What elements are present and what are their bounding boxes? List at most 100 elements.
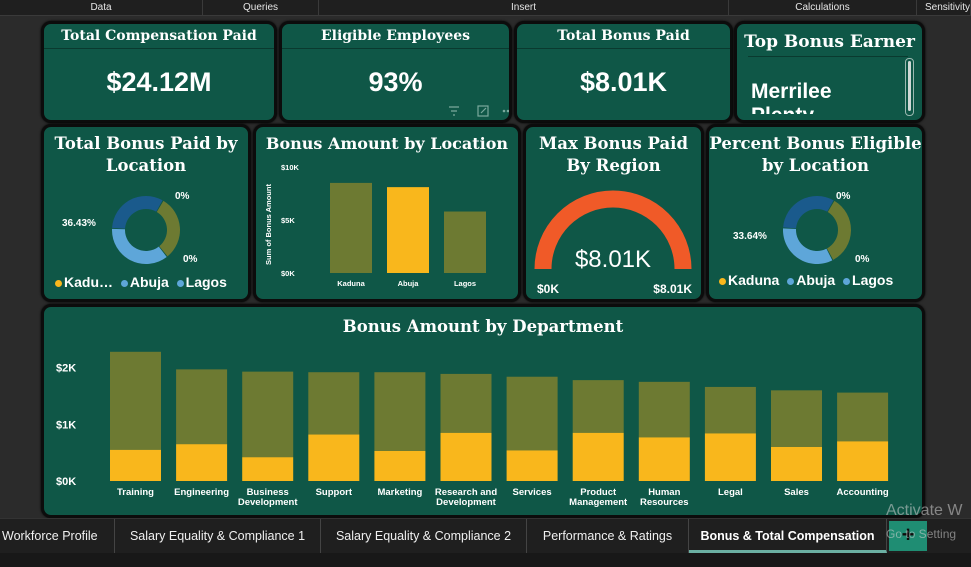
tab-salary-equality-1[interactable]: Salary Equality & Compliance 1 <box>115 519 321 553</box>
bar-segment-olive[interactable] <box>771 390 822 447</box>
donut-slice-kaduna[interactable] <box>827 200 851 260</box>
kpi-value: $24.12M <box>106 67 212 97</box>
percent-bonus-eligible-card[interactable]: Percent Bonus Eligible by Location 33.64… <box>706 124 925 302</box>
bar-segment-yellow[interactable] <box>837 441 889 481</box>
bar-lagos[interactable] <box>444 211 486 273</box>
kpi-total-compensation-card[interactable]: Total Compensation Paid $24.12M <box>41 21 277 123</box>
kpi-value: 93% <box>368 67 423 97</box>
tab-salary-equality-2[interactable]: Salary Equality & Compliance 2 <box>321 519 527 553</box>
kpi-title: Total Bonus Paid <box>517 24 730 49</box>
top-earner-name-overflow: Plenty <box>751 104 814 114</box>
bar-segment-olive[interactable] <box>704 386 756 434</box>
bar-segment-yellow[interactable] <box>440 432 492 481</box>
visual-header-icons[interactable] <box>447 104 512 118</box>
legend-label: Lagos <box>852 272 894 288</box>
kpi-top-bonus-earner-card[interactable]: Top Bonus Earner Merrilee Plenty <box>734 21 925 123</box>
donut-chart[interactable]: 33.64% 0% 0% <box>709 183 922 277</box>
donut-slice-lagos[interactable] <box>783 196 834 229</box>
bar-segment-yellow[interactable] <box>374 450 426 481</box>
watermark-line1: Activate W <box>886 502 963 519</box>
legend-dot <box>176 279 184 287</box>
bar-chart[interactable]: Sum of Bonus Amount $10K $5K $0K Kaduna Abuj… <box>256 157 518 299</box>
bar-segment-yellow[interactable] <box>110 449 161 481</box>
bar-segment-olive[interactable] <box>506 376 558 451</box>
bar-segment-olive[interactable] <box>176 369 228 445</box>
tab-performance-ratings[interactable]: Performance & Ratings <box>527 519 689 553</box>
bar-abuja[interactable] <box>387 187 429 273</box>
tab-workforce-profile[interactable]: Workforce Profile <box>0 519 115 553</box>
bar-segment-olive[interactable] <box>110 351 161 450</box>
donut-slice-kaduna[interactable] <box>156 200 180 257</box>
bar-segment-yellow[interactable] <box>704 433 756 481</box>
more-options-icon <box>502 109 509 113</box>
kpi-eligible-employees-card[interactable]: Eligible Employees 93% <box>279 21 512 123</box>
bar-segment-yellow[interactable] <box>771 447 822 481</box>
bar-segment-yellow[interactable] <box>308 434 360 481</box>
bar-kaduna[interactable] <box>330 182 372 273</box>
donut-slice-abuja[interactable] <box>112 228 167 264</box>
x-tick-label-line2: Development <box>238 497 298 508</box>
legend-dot <box>55 279 62 287</box>
pct-label-top: 0% <box>175 191 190 202</box>
legend-label: Kadu… <box>64 274 113 290</box>
ribbon-group-calculations[interactable]: Calculations <box>729 0 917 16</box>
donut-slice-lagos[interactable] <box>112 196 163 229</box>
bonus-by-location-card[interactable]: Bonus Amount by Location Sum of Bonus Am… <box>253 124 521 302</box>
pct-label-left: 33.64% <box>733 231 767 242</box>
ribbon-group-insert[interactable]: Insert <box>319 0 729 16</box>
bar-segment-olive[interactable] <box>638 381 690 438</box>
y-tick-label: $10K <box>281 163 300 172</box>
chart-title-line2: Location <box>105 156 187 175</box>
x-tick-label-line2: Management <box>569 497 628 508</box>
bar-segment-olive[interactable] <box>374 372 426 451</box>
pct-label-bottom: 0% <box>183 254 198 265</box>
y-tick-label: $5K <box>281 216 295 225</box>
add-page-plus-icon[interactable]: + <box>889 521 927 551</box>
x-tick-label: Engineering <box>174 487 229 498</box>
chart-title-line1: Total Bonus Paid by <box>54 134 238 153</box>
total-bonus-by-location-card[interactable]: Total Bonus Paid by Location 36.43% 0% 0… <box>41 124 251 302</box>
donut-chart[interactable]: 36.43% 0% 0% <box>44 183 248 277</box>
ribbon-group-data[interactable]: Data <box>0 0 203 16</box>
ribbon-group-sensitivity[interactable]: Sensitivity <box>917 0 971 16</box>
scrollbar[interactable] <box>905 58 914 116</box>
chart-title-line1: Max Bonus Paid <box>539 134 688 153</box>
scrollbar-thumb[interactable] <box>908 61 911 111</box>
legend-dot <box>787 277 795 285</box>
x-tick-label-line2: Resources <box>640 497 689 508</box>
bar-segment-olive[interactable] <box>837 392 889 442</box>
chart-legend: Kadu… Abuja Lagos <box>55 274 227 290</box>
y-tick-label: $0K <box>281 269 295 278</box>
bar-segment-olive[interactable] <box>572 380 624 433</box>
x-tick-label-line2: Development <box>436 497 496 508</box>
chart-title: Bonus Amount by Location <box>265 134 509 153</box>
bar-segment-yellow[interactable] <box>506 450 558 481</box>
x-tick-label: Business <box>247 487 289 498</box>
bar-segment-olive[interactable] <box>440 373 492 433</box>
divider <box>748 56 908 57</box>
status-strip <box>0 553 971 567</box>
kpi-total-bonus-paid-card[interactable]: Total Bonus Paid $8.01K <box>514 21 733 123</box>
bonus-by-department-card[interactable]: Bonus Amount by Department $2K $1K $0K Trai… <box>41 304 925 518</box>
chart-title-line1: Percent Bonus Eligible <box>709 134 922 153</box>
donut-slice-abuja[interactable] <box>783 228 833 264</box>
top-earner-name-clip: Plenty <box>751 104 814 114</box>
max-bonus-by-region-card[interactable]: Max Bonus Paid By Region $8.01K $0K $8.0… <box>523 124 704 302</box>
tab-bonus-total-compensation[interactable]: Bonus & Total Compensation <box>689 519 887 553</box>
gauge-arc <box>534 190 692 270</box>
bar-segment-yellow[interactable] <box>638 437 690 481</box>
kpi-title: Eligible Employees <box>282 24 509 49</box>
bar-segment-yellow[interactable] <box>572 432 624 481</box>
bar-segment-olive[interactable] <box>308 372 360 435</box>
gauge-chart[interactable]: $8.01K $0K $8.01K <box>526 183 701 299</box>
bar-segment-yellow[interactable] <box>242 457 294 481</box>
ribbon-group-queries[interactable]: Queries <box>203 0 319 16</box>
x-tick-label: Support <box>316 487 353 498</box>
report-canvas: Total Compensation Paid $24.12M Eligible… <box>0 16 971 518</box>
bar-segment-olive[interactable] <box>242 371 294 458</box>
top-earner-name: Merrilee <box>751 80 832 103</box>
gauge-max-label: $8.01K <box>653 282 692 296</box>
x-tick-label: Lagos <box>454 279 476 288</box>
bar-segment-yellow[interactable] <box>176 444 228 481</box>
